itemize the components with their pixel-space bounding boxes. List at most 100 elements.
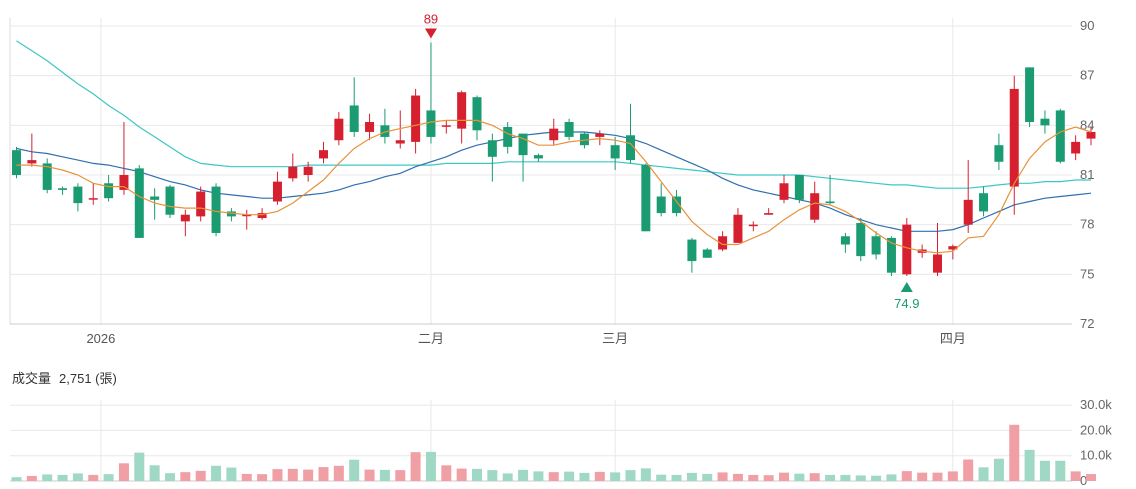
candle-body (88, 198, 98, 200)
candle-body (748, 224, 758, 227)
candle-body (58, 188, 68, 190)
volume-bar (318, 467, 329, 481)
candle-body (994, 145, 1004, 162)
volume-bar (825, 474, 836, 481)
volume-bar (180, 472, 191, 481)
candle-body (12, 150, 21, 175)
candle-body (319, 150, 328, 159)
price-tick-label: 87 (1080, 68, 1094, 83)
volume-tick-label: 0 (1080, 473, 1087, 488)
x-tick-label: 二月 (418, 331, 444, 346)
price-tick-label: 90 (1080, 18, 1094, 33)
candle-body (933, 254, 942, 273)
low-label: 74.9 (894, 296, 919, 311)
volume-bar (165, 473, 175, 481)
candle-body (656, 196, 666, 214)
candle-body (334, 118, 344, 141)
volume-bar (993, 458, 1004, 481)
volume-bar (518, 469, 529, 481)
candle-body (411, 95, 421, 142)
volume-bar (855, 475, 866, 481)
volume-bar (579, 472, 590, 481)
volume-bar (1009, 424, 1020, 481)
candle-body (426, 110, 436, 137)
volume-bar (686, 472, 697, 481)
volume-bar (241, 473, 252, 481)
candle-body (457, 92, 467, 129)
candle-body (948, 246, 958, 250)
price-tick-label: 75 (1080, 266, 1094, 281)
volume-bar (809, 473, 820, 481)
candle-body (1086, 131, 1096, 139)
volume-bar (963, 459, 974, 481)
volume-bar (42, 474, 53, 481)
volume-bar (1055, 460, 1066, 481)
candle-body (27, 160, 37, 164)
volume-bar (502, 473, 513, 481)
volume-bar (395, 470, 406, 481)
candle-body (840, 236, 850, 245)
candle-body (73, 186, 83, 204)
volume-tick-label: 30.0k (1080, 397, 1112, 412)
volume-bar (226, 467, 237, 481)
volume-bar (748, 474, 759, 481)
price-tick-label: 78 (1080, 217, 1094, 232)
volume-bar (947, 471, 958, 481)
price-tick-label: 81 (1080, 167, 1094, 182)
candle-body (1040, 118, 1050, 126)
candle-body (226, 211, 236, 217)
candle-body (104, 183, 114, 199)
volume-bar (625, 470, 636, 481)
volume-bar (871, 475, 882, 481)
volume-bar (487, 470, 498, 481)
candle-body (518, 133, 528, 156)
candle-body (42, 163, 52, 190)
volume-bar (1086, 474, 1096, 481)
volume-bar (763, 475, 774, 481)
candle-body (1055, 110, 1065, 162)
x-tick-label: 2026 (86, 331, 115, 346)
candle-body (979, 193, 989, 212)
volume-bar (211, 465, 222, 481)
volume-bar (886, 474, 897, 481)
candle-body (549, 128, 559, 141)
low-marker-icon (900, 281, 913, 292)
volume-bar (379, 469, 390, 481)
candle-body (810, 193, 820, 220)
candle-body (257, 213, 267, 219)
volume-bar (364, 469, 375, 481)
ma-mid-line (16, 131, 1092, 232)
candle-body (902, 224, 912, 275)
x-tick-label: 四月 (940, 331, 966, 346)
volume-label: 成交量 (12, 371, 52, 386)
candle-body (626, 135, 635, 161)
candle-body (165, 186, 175, 215)
candle-body (610, 145, 620, 159)
candle-body (963, 199, 973, 225)
candle-body (303, 166, 313, 175)
volume-bar (333, 465, 344, 481)
price-tick-label: 72 (1080, 316, 1094, 331)
volume-bar (195, 470, 206, 481)
volume-bar (548, 472, 559, 481)
volume-bar (88, 474, 99, 481)
volume-bar (564, 471, 575, 481)
candle-body (503, 126, 513, 147)
volume-bar (732, 473, 743, 481)
volume-bar (72, 473, 83, 481)
volume-bar (134, 452, 145, 481)
candle-body (441, 125, 451, 127)
volume-tick-label: 20.0k (1080, 422, 1112, 437)
ma-short-line (16, 119, 1092, 254)
volume-bar (441, 465, 452, 481)
volume-bar (349, 459, 360, 481)
volume-bar (149, 465, 160, 481)
volume-bar (840, 474, 851, 481)
candle-body (1025, 67, 1035, 123)
volume-tick-label: 10.0k (1080, 448, 1112, 463)
candle-body (779, 183, 789, 200)
volume-bar (410, 452, 421, 481)
candle-body (1071, 141, 1081, 154)
volume-bar (932, 472, 943, 481)
